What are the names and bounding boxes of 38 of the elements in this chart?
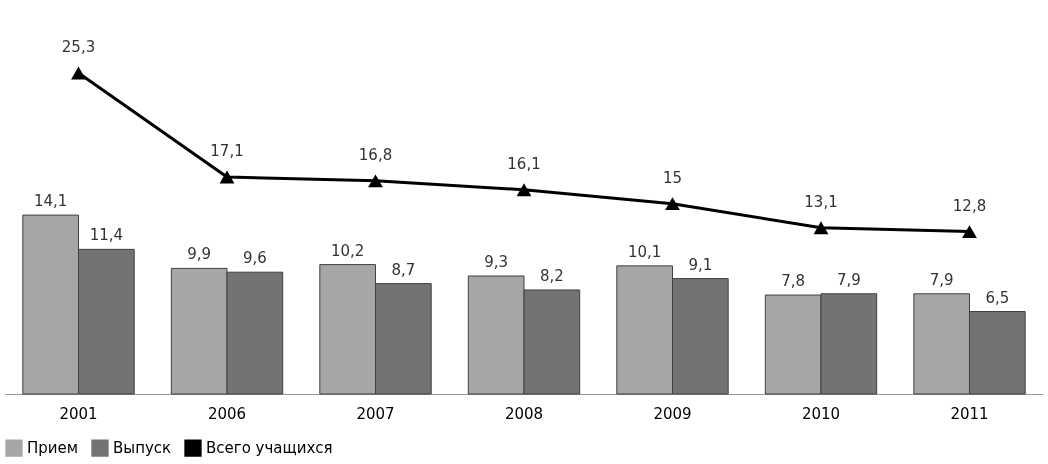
point (665, 197, 680, 211)
data-label: 17,1 (210, 142, 244, 161)
data-label: 14,1 (33, 192, 68, 211)
data-label: 9,6 (242, 249, 267, 268)
x-tick-label: 2007 (356, 404, 395, 423)
x-tick-label: 2009 (653, 404, 692, 423)
point (368, 174, 383, 188)
data-label: 8,7 (391, 260, 416, 279)
x-tick-label: 2006 (207, 404, 247, 423)
point (813, 221, 829, 235)
data-label: 10,1 (627, 242, 662, 261)
point (71, 66, 86, 80)
legend-label: Всего учащихся (206, 439, 333, 458)
point (516, 183, 532, 197)
x-tick-label: 2008 (504, 404, 544, 423)
data-label: 12,8 (952, 196, 987, 215)
point (962, 225, 977, 239)
point (219, 170, 235, 184)
data-label: 16,8 (358, 145, 393, 164)
x-tick-label: 2011 (950, 404, 989, 423)
data-label: 8,2 (539, 266, 564, 285)
x-tick-label: 2001 (59, 404, 98, 423)
data-label: 13,1 (804, 192, 838, 211)
data-label: 7,9 (929, 270, 954, 289)
x-tick-label: 2010 (801, 404, 841, 423)
data-label: 6,5 (985, 288, 1010, 307)
data-label: 7,8 (781, 272, 806, 291)
legend-label: Выпуск (113, 439, 172, 458)
data-label: 25,3 (61, 38, 96, 56)
data-label: 15 (662, 168, 683, 187)
data-label: 16,1 (507, 154, 541, 173)
data-label: 7,9 (836, 270, 861, 289)
data-label: 11,4 (89, 226, 124, 245)
data-label: 9,9 (187, 245, 212, 264)
data-label: 9,3 (484, 253, 509, 271)
data-label: 10,2 (330, 241, 365, 260)
legend-label: Прием (27, 439, 79, 458)
data-label: 9,1 (688, 255, 713, 274)
